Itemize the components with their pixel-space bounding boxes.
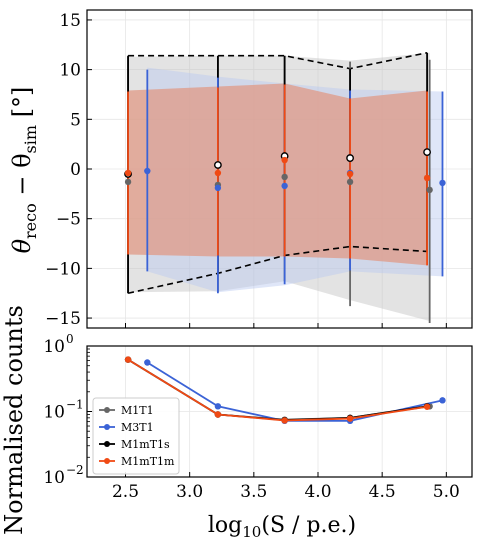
legend-marker-m1mt1s [104, 441, 110, 447]
point-m1t1 [124, 178, 132, 186]
bottom-y-axis-label: Normalised counts [0, 305, 28, 535]
point-m3t1 [281, 182, 288, 190]
point-m1mt1m [281, 417, 288, 424]
point-m1mt1m [281, 156, 288, 164]
legend-label-m3t1: M3T1 [121, 421, 154, 434]
legend-marker-m3t1 [104, 424, 110, 430]
point-m1mt1m [346, 170, 354, 178]
legend: M1T1 M3T1 M1mT1s M1mT1m [92, 397, 180, 475]
point-m1mt1s [213, 161, 222, 169]
point-m3t1 [439, 397, 446, 404]
point-m1mt1m [124, 169, 132, 177]
legend-box [92, 397, 180, 475]
y-tick-label-top: −10 [45, 259, 81, 279]
y-tick-label-bottom: 10 [43, 403, 65, 423]
top-panel: −15 −10 −5 0 5 10 15 [45, 9, 473, 329]
legend-label-m1mt1m: M1mT1m [121, 455, 175, 468]
y-tick-label-bottom: 10 [43, 468, 65, 488]
point-m1mt1s [423, 148, 431, 157]
x-tick-label: 3.5 [240, 482, 267, 502]
point-m1mt1s [346, 154, 354, 162]
point-m1t1 [346, 178, 354, 186]
legend-label-m1t1: M1T1 [121, 404, 154, 417]
point-m3t1 [144, 167, 151, 175]
x-tick-label: 4.0 [304, 482, 331, 502]
y-tick-label-top: 5 [70, 110, 81, 130]
y-tick-label-top: 15 [59, 11, 81, 31]
x-axis-label: log10(S / p.e.) [208, 513, 356, 541]
point-m1mt1m [124, 356, 132, 363]
band-m1mt1m [128, 83, 428, 266]
y-tick-label-bottom: 10 [43, 337, 65, 357]
point-m3t1 [214, 403, 222, 410]
point-m1mt1m [214, 169, 222, 177]
y-tick-exponent: −2 [66, 463, 84, 477]
y-tick-label-top: 10 [59, 61, 81, 81]
y-tick-label-top: 0 [70, 160, 81, 180]
x-tick-label: 3.0 [176, 482, 203, 502]
point-m3t1 [439, 179, 446, 187]
y-tick-exponent: 0 [66, 332, 74, 346]
y-tick-exponent: −1 [66, 398, 84, 412]
y-tick-label-top: −5 [56, 210, 81, 230]
legend-marker-m1t1 [104, 407, 110, 413]
point-m1t1 [426, 186, 433, 194]
x-tick-label: 2.5 [112, 482, 139, 502]
legend-label-m1mt1s: M1mT1s [121, 438, 170, 451]
legend-marker-m1mt1m [104, 458, 110, 464]
point-m1mt1m [214, 411, 222, 418]
point-m1t1 [281, 173, 288, 181]
point-m1mt1m [423, 174, 431, 182]
point-m1mt1m [346, 415, 354, 422]
y-tick-label-top: −15 [45, 309, 81, 329]
x-tick-label: 4.5 [369, 482, 396, 502]
point-m3t1 [144, 359, 151, 366]
x-tick-label: 5.0 [433, 482, 460, 502]
point-m1mt1m [423, 403, 431, 410]
point-m3t1 [214, 184, 222, 192]
top-y-axis-label: θreco − θsim [°] [8, 87, 40, 254]
